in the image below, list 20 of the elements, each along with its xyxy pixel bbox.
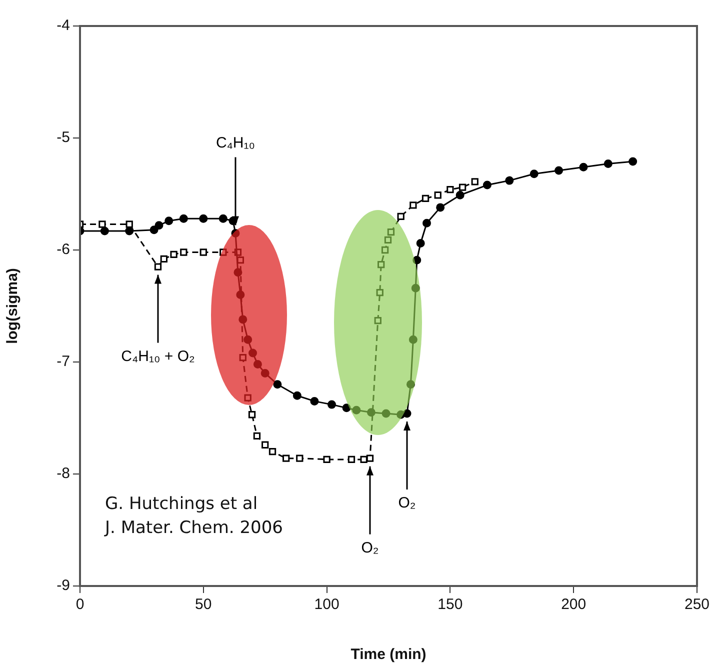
x-tick-label: 100 <box>314 596 340 614</box>
x-tick-label: 200 <box>561 596 586 614</box>
x-tick-label: 150 <box>438 596 463 614</box>
x-axis-title: Time (min) <box>350 646 426 664</box>
annotation: C₄H₁₀ <box>216 134 256 152</box>
y-tick-label: -4 <box>56 17 70 34</box>
annotation: G. Hutchings et al <box>105 493 259 516</box>
y-tick-label: -6 <box>56 241 70 258</box>
y-axis-title: log(sigma) <box>4 268 22 344</box>
y-tick-label: -9 <box>56 577 70 594</box>
y-tick-label: -5 <box>56 129 70 146</box>
annotation: C₄H₁₀ + O₂ <box>121 348 195 365</box>
annotation: J. Mater. Chem. 2006 <box>105 517 284 540</box>
annotation: O₂ <box>398 494 416 512</box>
x-tick-label: 0 <box>76 596 84 614</box>
y-tick-label: -7 <box>56 353 70 370</box>
x-tick-label: 50 <box>195 596 212 614</box>
annotation: O₂ <box>361 539 379 556</box>
x-tick-label: 250 <box>684 596 710 614</box>
y-tick-label: -8 <box>56 465 70 482</box>
